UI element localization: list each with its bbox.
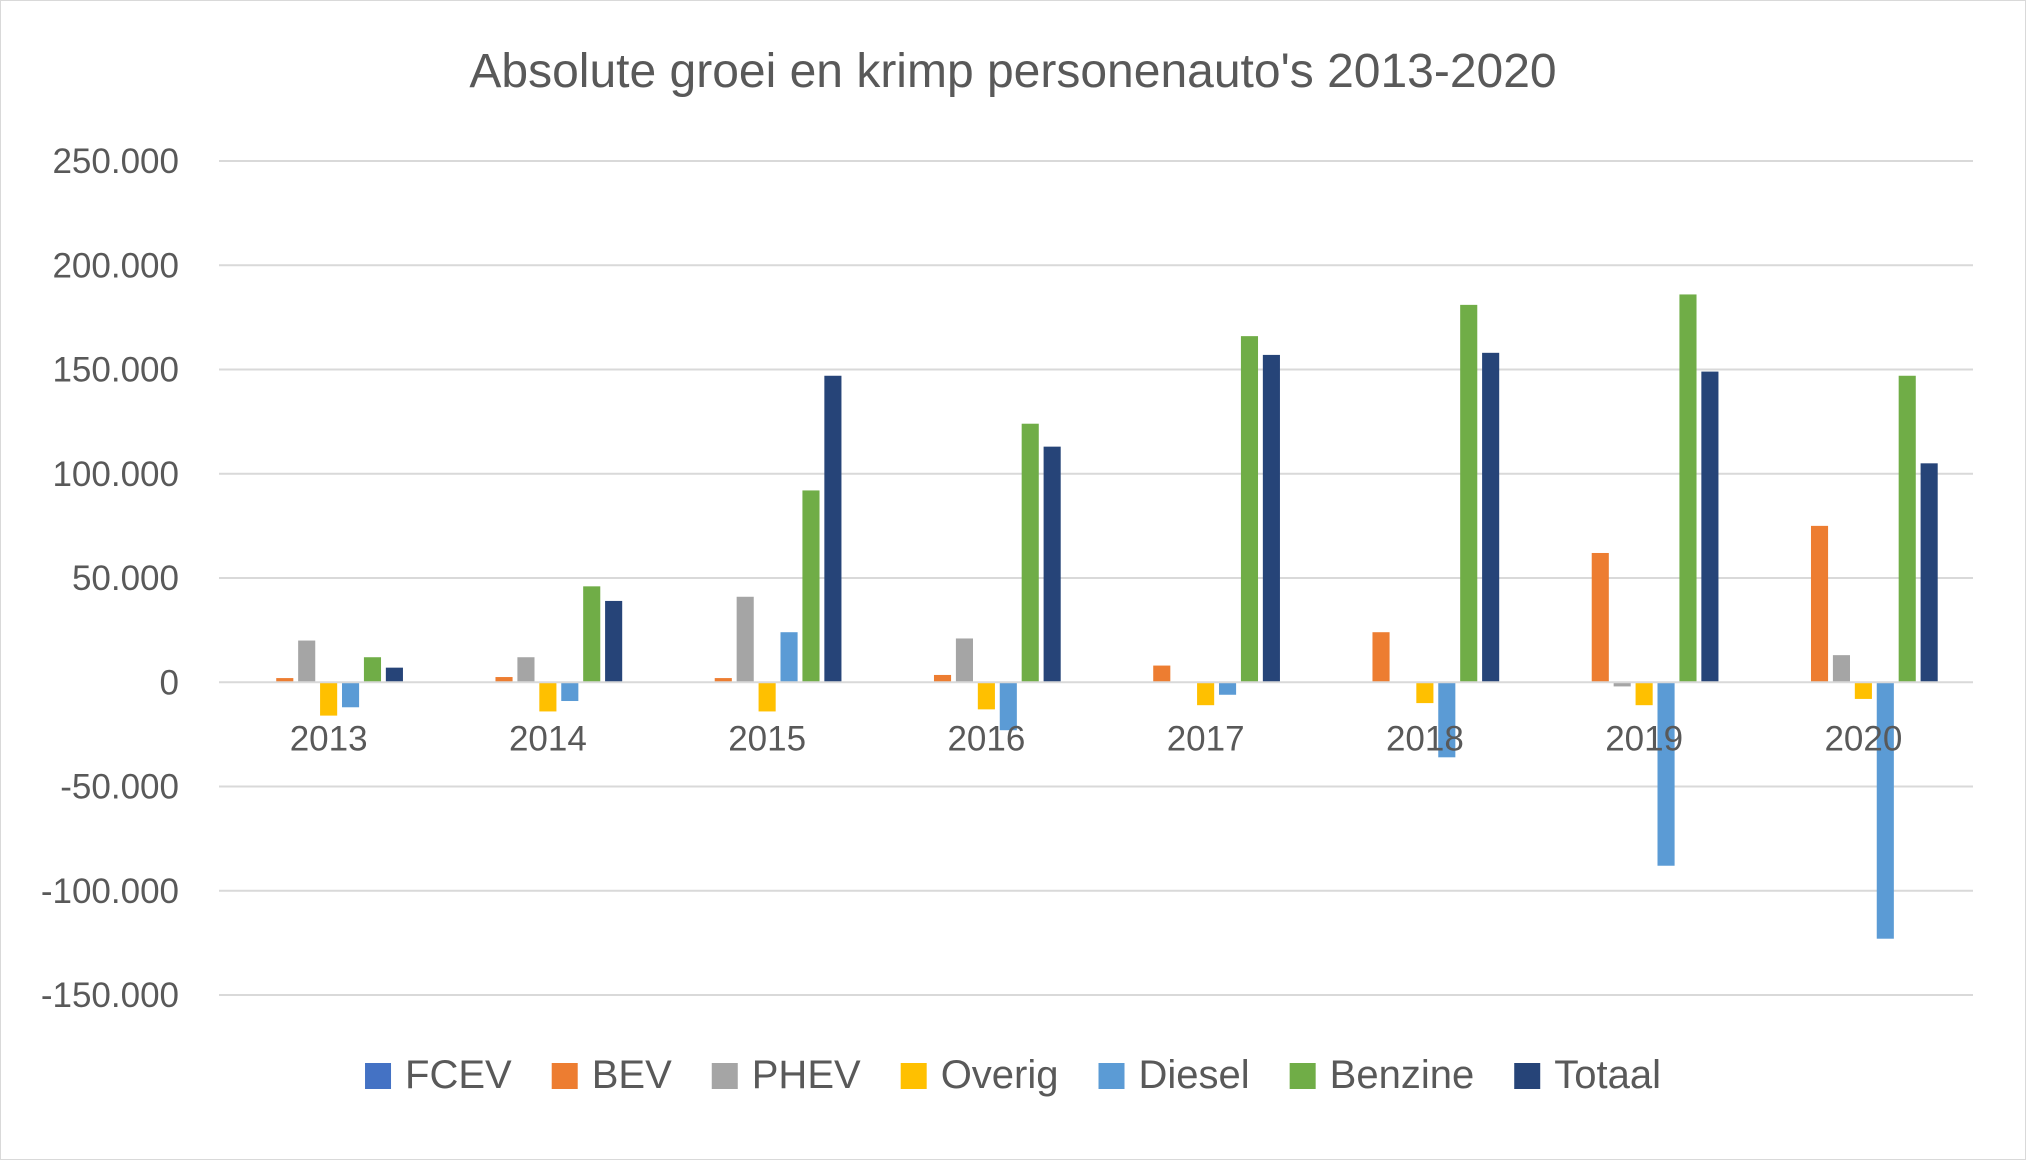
- bar-phev-2019: [1613, 682, 1631, 687]
- bar-phev-2013: [298, 640, 316, 683]
- bar-diesel-2013: [341, 682, 360, 708]
- bar-phev-2020: [1832, 655, 1851, 683]
- bar-diesel-2016: [999, 682, 1017, 731]
- y-tick-label: 0: [160, 663, 179, 702]
- bar-benzine-2013: [363, 657, 382, 683]
- bar-diesel-2015: [780, 632, 798, 683]
- bar-benzine-2014: [583, 586, 601, 683]
- bars: [276, 294, 1938, 939]
- bar-phev-2015: [736, 596, 754, 683]
- bar-diesel-2017: [1218, 682, 1237, 695]
- legend: FCEV BEV PHEV Overig Diesel Benzine Totaal: [365, 1053, 1661, 1097]
- bar-diesel-2019: [1657, 682, 1675, 866]
- bar-benzine-2017: [1240, 336, 1259, 683]
- bar-overig-2019: [1635, 682, 1653, 706]
- x-tick-label: 2013: [290, 719, 368, 758]
- y-tick-label: 100.000: [52, 455, 179, 494]
- bar-diesel-2018: [1438, 682, 1456, 758]
- bar-overig-2018: [1416, 682, 1434, 704]
- bar-bev-2017: [1153, 665, 1171, 683]
- bar-benzine-2018: [1460, 304, 1478, 683]
- bar-totaal-2015: [824, 375, 842, 683]
- bar-overig-2020: [1854, 682, 1872, 699]
- legend-item-phev: PHEV: [711, 1053, 861, 1097]
- bar-overig-2013: [320, 682, 338, 716]
- legend-item-overig: Overig: [900, 1053, 1059, 1097]
- legend-label: BEV: [592, 1053, 672, 1097]
- bar-totaal-2020: [1920, 463, 1938, 683]
- legend-label: Overig: [941, 1053, 1059, 1097]
- bar-totaal-2013: [385, 667, 403, 683]
- legend-swatch: [1098, 1063, 1125, 1089]
- bar-benzine-2016: [1021, 423, 1039, 683]
- x-tick-label: 2018: [1386, 719, 1464, 758]
- legend-swatch: [1289, 1063, 1316, 1089]
- bar-bev-2020: [1810, 525, 1829, 683]
- x-tick-label: 2020: [1824, 719, 1902, 758]
- y-axis-ticks: 250.000 200.000 150.000 100.000 50.000 0 -50.0…: [41, 142, 179, 1015]
- legend-label: Benzine: [1330, 1053, 1475, 1097]
- legend-swatch: [365, 1063, 392, 1089]
- y-tick-label: 50.000: [72, 559, 179, 598]
- y-tick-label: 200.000: [52, 246, 179, 285]
- legend-swatch: [551, 1063, 578, 1089]
- bar-bev-2018: [1372, 632, 1390, 683]
- bar-benzine-2019: [1679, 294, 1697, 683]
- x-axis-ticks: 2013 2014 2015 2016 2017 2018 2019 2020: [290, 719, 1903, 758]
- y-tick-label: -100.000: [41, 872, 179, 911]
- bar-bev-2014: [495, 677, 513, 683]
- x-tick-label: 2014: [509, 719, 587, 758]
- bar-totaal-2018: [1482, 352, 1500, 683]
- legend-label: PHEV: [752, 1053, 861, 1097]
- bar-diesel-2020: [1876, 682, 1894, 939]
- bar-totaal-2019: [1701, 371, 1719, 683]
- bar-bev-2013: [276, 678, 294, 683]
- x-tick-label: 2019: [1605, 719, 1683, 758]
- bar-phev-2016: [955, 638, 974, 683]
- bar-benzine-2015: [802, 490, 820, 683]
- legend-label: FCEV: [405, 1053, 512, 1097]
- bar-totaal-2014: [605, 600, 623, 683]
- x-tick-label: 2016: [947, 719, 1025, 758]
- bar-bev-2015: [714, 678, 732, 683]
- legend-label: Totaal: [1554, 1053, 1661, 1097]
- y-tick-label: -150.000: [41, 976, 179, 1015]
- legend-item-totaal: Totaal: [1514, 1053, 1661, 1097]
- y-tick-label: 250.000: [52, 142, 179, 181]
- legend-swatch: [900, 1063, 927, 1089]
- legend-label: Diesel: [1139, 1053, 1250, 1097]
- legend-item-fcev: FCEV: [365, 1053, 512, 1097]
- gridlines: [219, 160, 1973, 996]
- bar-overig-2016: [977, 682, 995, 710]
- legend-swatch: [711, 1063, 738, 1089]
- chart-title: Absolute groei en krimp personenauto's 2…: [469, 45, 1556, 98]
- legend-swatch: [1514, 1063, 1541, 1089]
- legend-item-bev: BEV: [551, 1053, 672, 1097]
- bar-overig-2014: [539, 682, 557, 712]
- x-tick-label: 2015: [728, 719, 806, 758]
- bar-phev-2014: [517, 657, 535, 683]
- bar-bev-2016: [933, 674, 952, 683]
- bar-totaal-2016: [1043, 446, 1061, 683]
- bar-totaal-2017: [1262, 354, 1280, 683]
- bar-overig-2017: [1197, 682, 1215, 706]
- legend-item-diesel: Diesel: [1098, 1053, 1250, 1097]
- bar-bev-2019: [1591, 552, 1609, 683]
- bar-benzine-2020: [1898, 375, 1916, 683]
- y-tick-label: 150.000: [52, 351, 179, 390]
- x-tick-label: 2017: [1167, 719, 1245, 758]
- legend-item-benzine: Benzine: [1289, 1053, 1475, 1097]
- bar-overig-2015: [758, 682, 776, 712]
- bar-diesel-2014: [561, 682, 579, 702]
- y-tick-label: -50.000: [60, 768, 179, 807]
